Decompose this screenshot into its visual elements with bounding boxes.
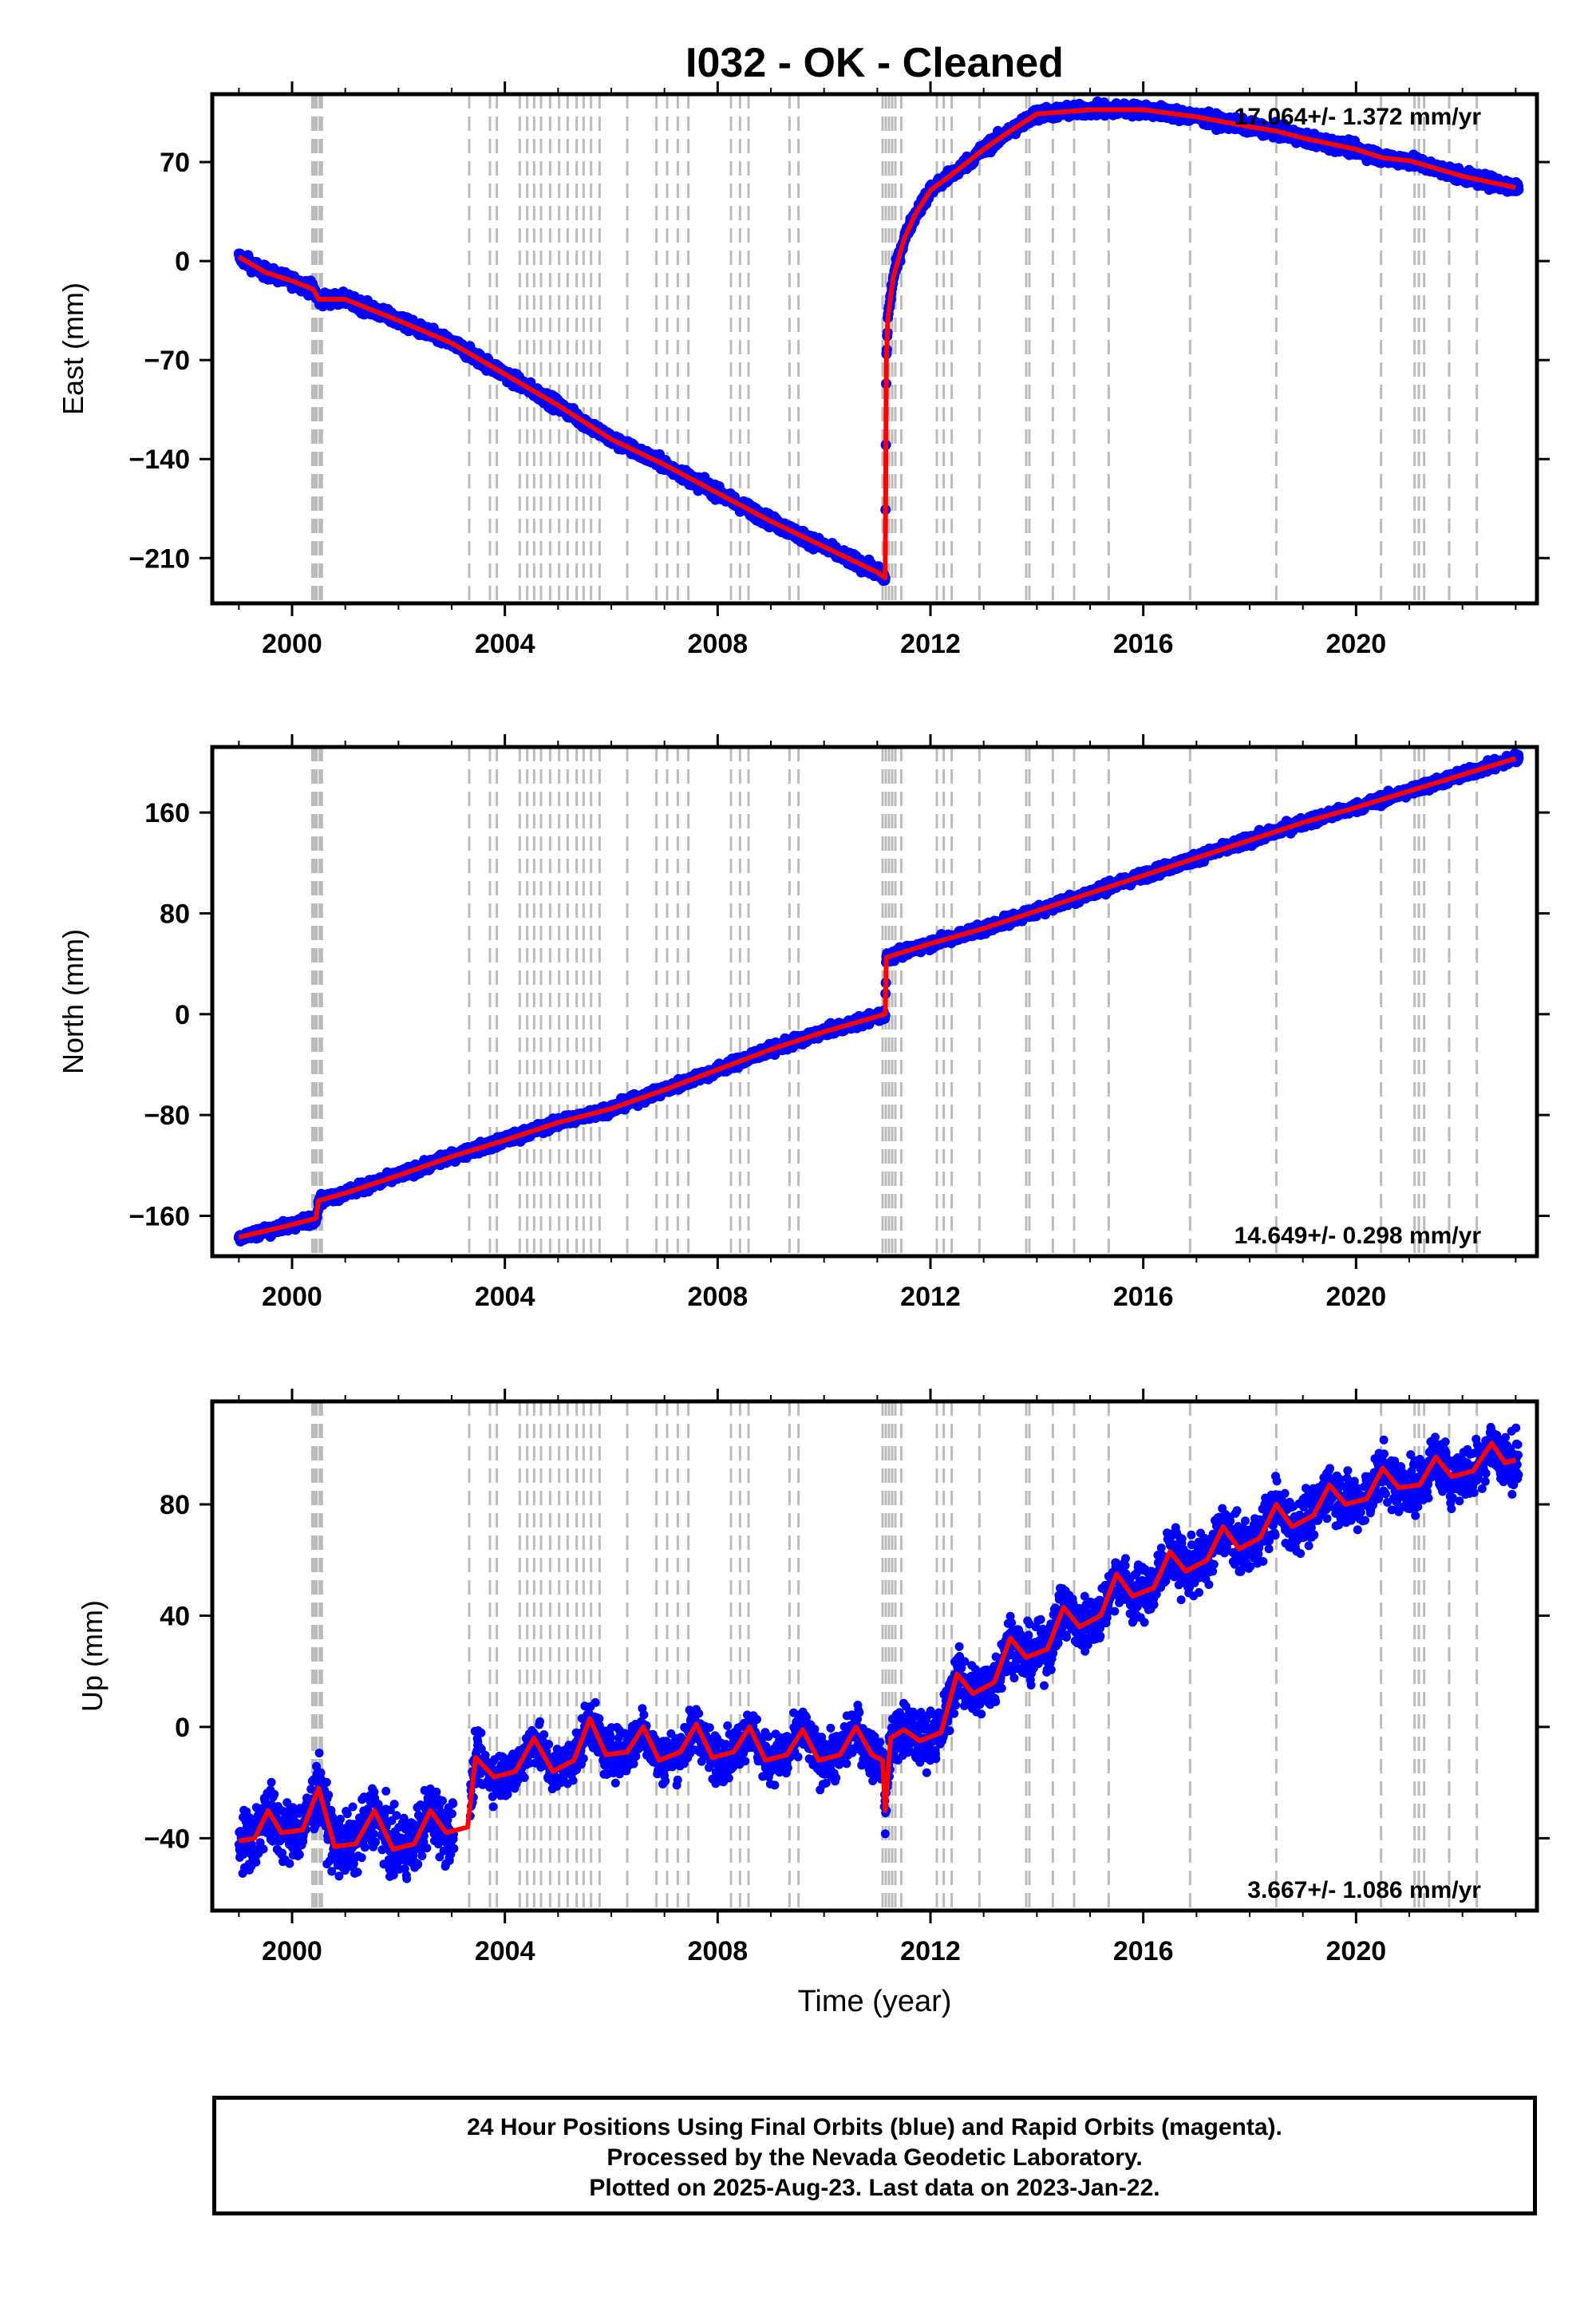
chart-title: I032 - OK - Cleaned: [685, 40, 1064, 86]
y-tick-label: 0: [175, 247, 190, 277]
data-points-east: [233, 96, 1524, 587]
y-tick-label: 70: [160, 148, 190, 178]
plot-frame: [210, 92, 1539, 606]
x-tick-label: 2016: [1113, 629, 1174, 659]
y-tick-label: −210: [128, 543, 190, 574]
x-tick-label: 2004: [475, 629, 535, 659]
model-curve: [237, 107, 1516, 581]
event-lines: [310, 94, 1479, 603]
y-axis-label: East (mm): [57, 283, 89, 415]
panel-north: 2000 2004 2008 2012 2016 2020160800−80−160Nor…: [57, 734, 1550, 1312]
x-tick-label: 2000: [262, 629, 322, 659]
data-point: [1513, 184, 1524, 196]
panels: 2000 2004 2008 2012 2016 2020 70 0 −70 −140 −210 Ea…: [57, 81, 1550, 1966]
rate-label: 17.064+/- 1.372 mm/yr: [1235, 104, 1482, 130]
data-points-north: [233, 748, 1524, 1247]
y-tick-label: −70: [144, 346, 190, 376]
panel-east: 2000 2004 2008 2012 2016 2020 70 0 −70 −140 −210 Ea…: [57, 81, 1550, 659]
y-tick-label: −140: [128, 445, 190, 475]
x-tick-label: 2020: [1326, 629, 1387, 659]
x-tick-label: 2008: [688, 629, 749, 659]
x-tick-label: 2012: [900, 629, 961, 659]
